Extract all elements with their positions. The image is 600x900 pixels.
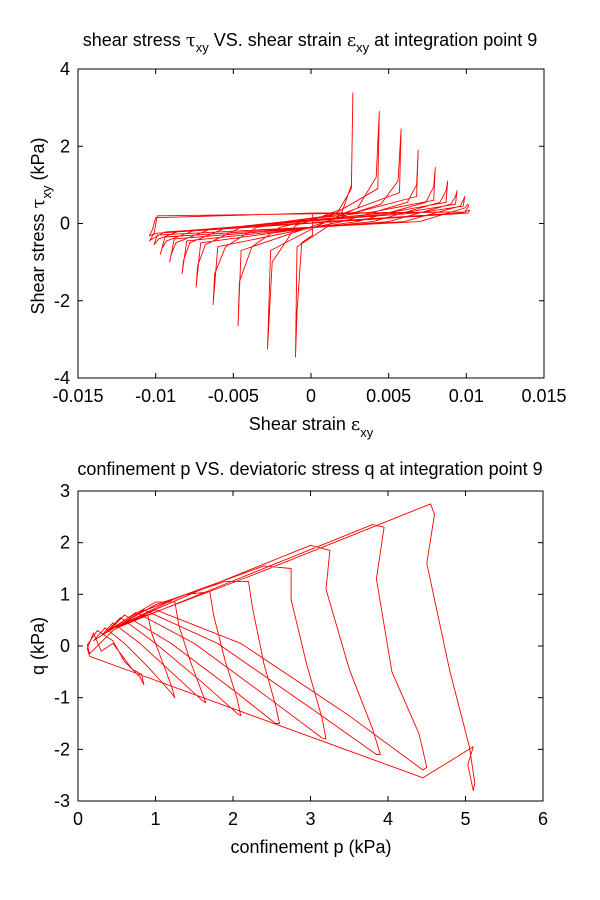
x-tick-label: 6 [538, 809, 548, 829]
chart2-x-tick-labels: 0 1 2 3 4 5 6 [73, 809, 548, 829]
chart2-ticks [77, 490, 544, 802]
y-tick-label: 3 [60, 481, 70, 501]
x-tick-label: 0.005 [366, 386, 411, 406]
chart2-y-tick-labels: -3 -2 -1 0 1 2 3 [54, 481, 70, 811]
chart-shear-stress-vs-strain: shear stress τxy VS. shear strain εxy at… [28, 30, 567, 440]
chart2-plot-area [77, 490, 544, 802]
chart2-x-label: confinement p (kPa) [230, 837, 391, 857]
chart1-y-label: Shear stress τxy (kPa) [28, 137, 54, 314]
x-tick-label: 0.015 [521, 386, 566, 406]
y-tick-label: 2 [60, 136, 70, 156]
chart1-series [149, 92, 470, 358]
y-tick-label: 1 [60, 584, 70, 604]
x-tick-label: -0.01 [135, 386, 176, 406]
x-tick-label: 0 [306, 386, 316, 406]
x-tick-label: -0.005 [208, 386, 259, 406]
series-line [86, 503, 476, 792]
x-tick-label: 1 [150, 809, 160, 829]
chart1-x-label: Shear strain εxy [249, 414, 374, 440]
chart1-x-tick-labels: -0.015 -0.01 -0.005 0 0.005 0.01 0.015 [52, 386, 566, 406]
x-tick-label: 2 [228, 809, 238, 829]
chart-p-vs-q: confinement p VS. deviatoric stress q at… [28, 459, 548, 857]
chart1-ticks [77, 68, 545, 379]
y-tick-label: -1 [54, 688, 70, 708]
y-tick-label: -2 [54, 291, 70, 311]
chart1-title: shear stress τxy VS. shear strain εxy at… [83, 30, 538, 55]
y-tick-label: -3 [54, 791, 70, 811]
y-tick-label: 2 [60, 533, 70, 553]
y-tick-label: 0 [60, 636, 70, 656]
chart2-title: confinement p VS. deviatoric stress q at… [77, 459, 542, 479]
y-tick-label: -4 [54, 368, 70, 388]
chart2-y-label: q (kPa) [28, 617, 48, 675]
x-tick-label: 3 [305, 809, 315, 829]
x-tick-label: 4 [383, 809, 393, 829]
x-tick-label: 5 [460, 809, 470, 829]
y-tick-label: 4 [60, 59, 70, 79]
x-tick-label: -0.015 [52, 386, 103, 406]
x-tick-label: 0 [73, 809, 83, 829]
y-tick-label: 0 [60, 214, 70, 234]
chart1-y-tick-labels: -4 -2 0 2 4 [54, 59, 70, 388]
series-line [149, 92, 470, 358]
chart2-series [86, 503, 476, 792]
x-tick-label: 0.01 [449, 386, 484, 406]
y-tick-label: -2 [54, 739, 70, 759]
